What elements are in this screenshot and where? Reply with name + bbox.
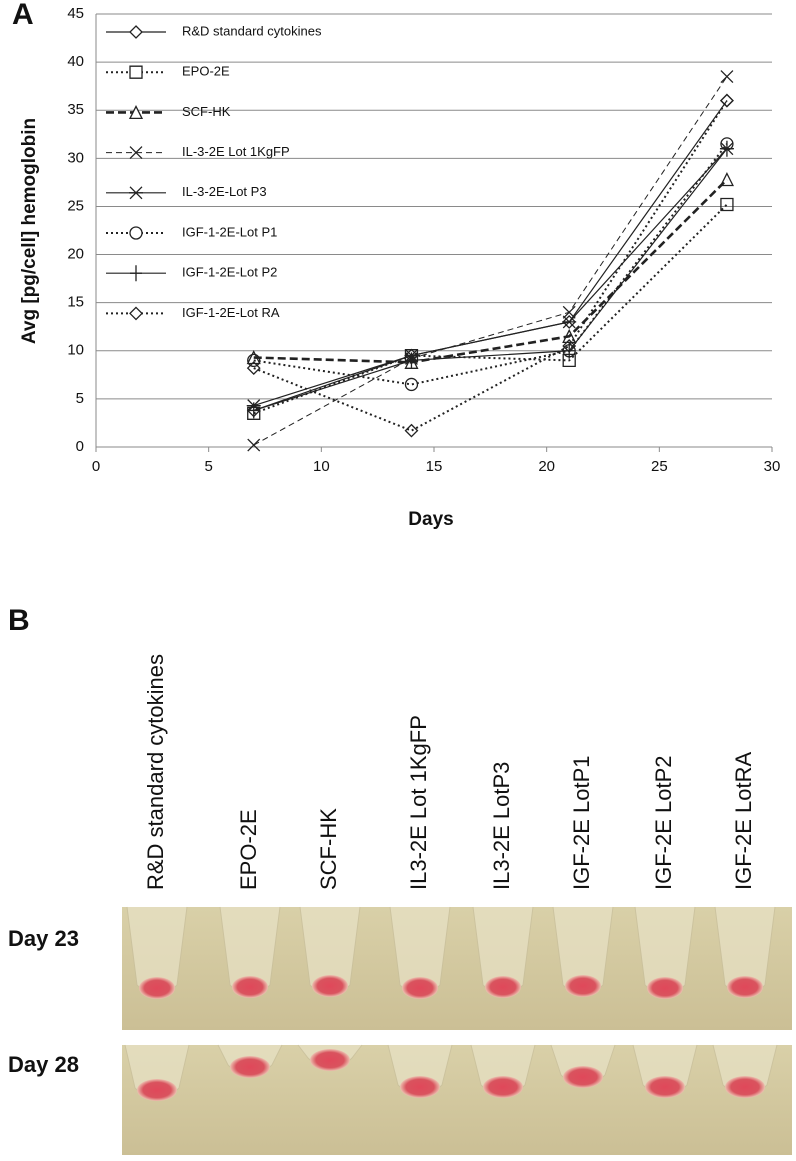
x-tick-label: 10 <box>313 458 330 475</box>
series-line <box>253 100 728 432</box>
y-tick-label: 0 <box>76 438 84 455</box>
tube-label: IGF-2E LotP2 <box>651 755 676 890</box>
y-tick-label: 10 <box>67 342 84 359</box>
tube-label: IGF-2E LotRA <box>731 752 756 890</box>
pellet <box>137 1079 177 1101</box>
series-line <box>253 178 728 364</box>
x-tick-label: 5 <box>204 458 212 475</box>
legend-label: IL-3-2E Lot 1KgFP <box>182 144 290 159</box>
marker <box>562 353 576 368</box>
x-tick-label: 15 <box>426 458 443 475</box>
legend-label: EPO-2E <box>182 64 230 79</box>
marker <box>405 352 418 369</box>
tube-label: IL3-2E Lot 1KgFP <box>406 715 431 890</box>
marker <box>720 70 734 84</box>
tube-label: IGF-2E LotP1 <box>569 755 594 890</box>
marker <box>247 353 261 368</box>
pellet <box>310 1049 350 1071</box>
y-tick-label: 30 <box>67 149 84 166</box>
marker <box>562 314 577 329</box>
marker <box>246 361 261 376</box>
tube-label: IL3-2E LotP3 <box>489 762 514 890</box>
marker <box>129 25 143 39</box>
panel-label: B <box>8 604 30 637</box>
marker <box>247 438 261 452</box>
series-line <box>253 203 728 415</box>
y-tick-label: 35 <box>67 101 84 118</box>
pellet <box>230 1056 270 1078</box>
pellet <box>565 975 601 997</box>
pellet <box>400 1076 440 1098</box>
marker <box>720 93 734 108</box>
pellet <box>727 976 763 998</box>
x-tick-label: 25 <box>651 458 668 475</box>
tube-label: SCF-HK <box>316 808 341 890</box>
pellet <box>485 976 521 998</box>
series-line <box>253 148 728 412</box>
y-tick-label: 20 <box>67 246 84 263</box>
pellet <box>139 977 175 999</box>
marker <box>562 315 577 329</box>
pellet <box>645 1076 685 1098</box>
pellet <box>725 1076 765 1098</box>
marker <box>404 377 419 392</box>
y-axis-title: Avg [pg/cell] hemoglobin <box>19 118 40 344</box>
tube-label: R&D standard cytokines <box>143 654 168 890</box>
marker <box>720 140 733 157</box>
y-tick-label: 5 <box>76 390 84 407</box>
marker <box>129 146 143 160</box>
pellet <box>402 977 438 999</box>
marker <box>247 402 260 419</box>
panel-label: A <box>12 0 34 31</box>
marker <box>720 197 734 212</box>
y-tick-label: 45 <box>67 5 84 22</box>
marker <box>129 226 143 240</box>
legend-label: R&D standard cytokines <box>182 23 322 38</box>
y-tick-label: 15 <box>67 294 84 311</box>
legend-label: IGF-1-2E-Lot P2 <box>182 265 277 280</box>
row-label: Day 23 <box>8 926 79 951</box>
y-tick-label: 40 <box>67 53 84 70</box>
x-tick-label: 30 <box>764 458 781 475</box>
series-line <box>253 76 728 446</box>
marker <box>129 186 143 200</box>
row-label: Day 28 <box>8 1052 79 1077</box>
series-line <box>253 100 728 412</box>
legend-label: IGF-1-2E-Lot RA <box>182 305 280 320</box>
pellet <box>483 1076 523 1098</box>
marker <box>128 104 144 120</box>
pellet <box>563 1066 603 1088</box>
marker <box>563 342 576 359</box>
series-line <box>253 143 728 386</box>
legend-label: IGF-1-2E-Lot P1 <box>182 224 277 239</box>
marker <box>562 328 577 343</box>
marker <box>130 265 142 282</box>
pellet <box>647 977 683 999</box>
series-line <box>253 148 728 407</box>
legend-label: SCF-HK <box>182 104 231 119</box>
pellet <box>232 976 268 998</box>
x-axis-title: Days <box>408 509 453 530</box>
marker <box>404 423 419 438</box>
marker <box>562 305 576 319</box>
x-tick-label: 0 <box>92 458 100 475</box>
marker <box>129 306 143 321</box>
marker <box>246 350 261 365</box>
pellet <box>312 975 348 997</box>
y-tick-label: 25 <box>67 197 84 214</box>
marker <box>562 339 577 353</box>
marker <box>129 65 143 79</box>
legend-label: IL-3-2E-Lot P3 <box>182 184 267 199</box>
tube-label: EPO-2E <box>236 809 261 890</box>
x-tick-label: 20 <box>538 458 555 475</box>
marker <box>719 172 734 187</box>
